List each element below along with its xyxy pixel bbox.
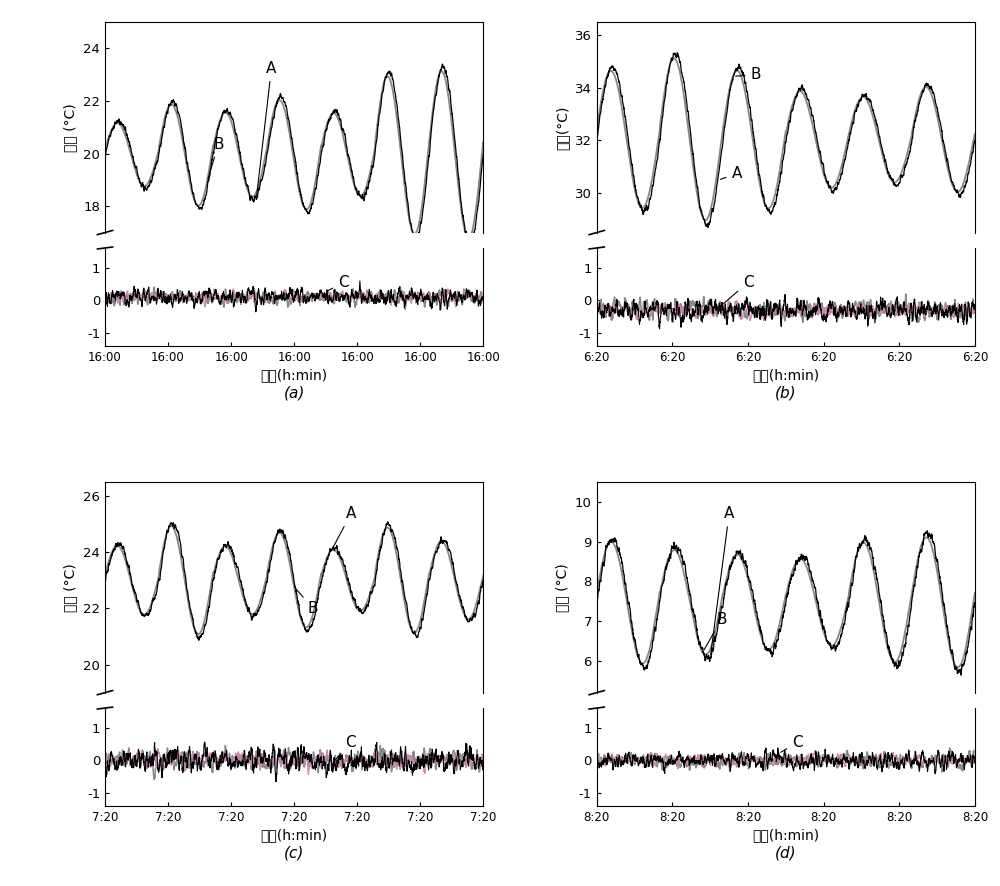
Text: B: B bbox=[704, 611, 727, 649]
Text: (c): (c) bbox=[284, 845, 304, 860]
Text: B: B bbox=[736, 67, 761, 82]
Y-axis label: 温度(°C): 温度(°C) bbox=[555, 105, 569, 150]
X-axis label: 时间(h:min): 时间(h:min) bbox=[261, 828, 328, 843]
Text: A: A bbox=[333, 506, 356, 547]
X-axis label: 时间(h:min): 时间(h:min) bbox=[752, 828, 819, 843]
Text: C: C bbox=[781, 735, 803, 752]
Text: A: A bbox=[720, 167, 742, 181]
Text: (b): (b) bbox=[775, 385, 797, 400]
Text: A: A bbox=[711, 506, 734, 655]
Text: (a): (a) bbox=[283, 385, 305, 400]
Text: B: B bbox=[296, 589, 318, 616]
Text: (d): (d) bbox=[775, 845, 797, 860]
Y-axis label: 温度 (°C): 温度 (°C) bbox=[64, 103, 78, 152]
Y-axis label: 温度 (°C): 温度 (°C) bbox=[64, 563, 78, 612]
Text: C: C bbox=[334, 735, 356, 762]
X-axis label: 时间(h:min): 时间(h:min) bbox=[752, 369, 819, 382]
Text: A: A bbox=[257, 61, 277, 196]
Y-axis label: 温度 (°C): 温度 (°C) bbox=[555, 563, 569, 612]
Text: B: B bbox=[208, 136, 224, 179]
X-axis label: 时间(h:min): 时间(h:min) bbox=[261, 369, 328, 382]
Text: C: C bbox=[327, 275, 349, 291]
Text: C: C bbox=[724, 275, 753, 304]
